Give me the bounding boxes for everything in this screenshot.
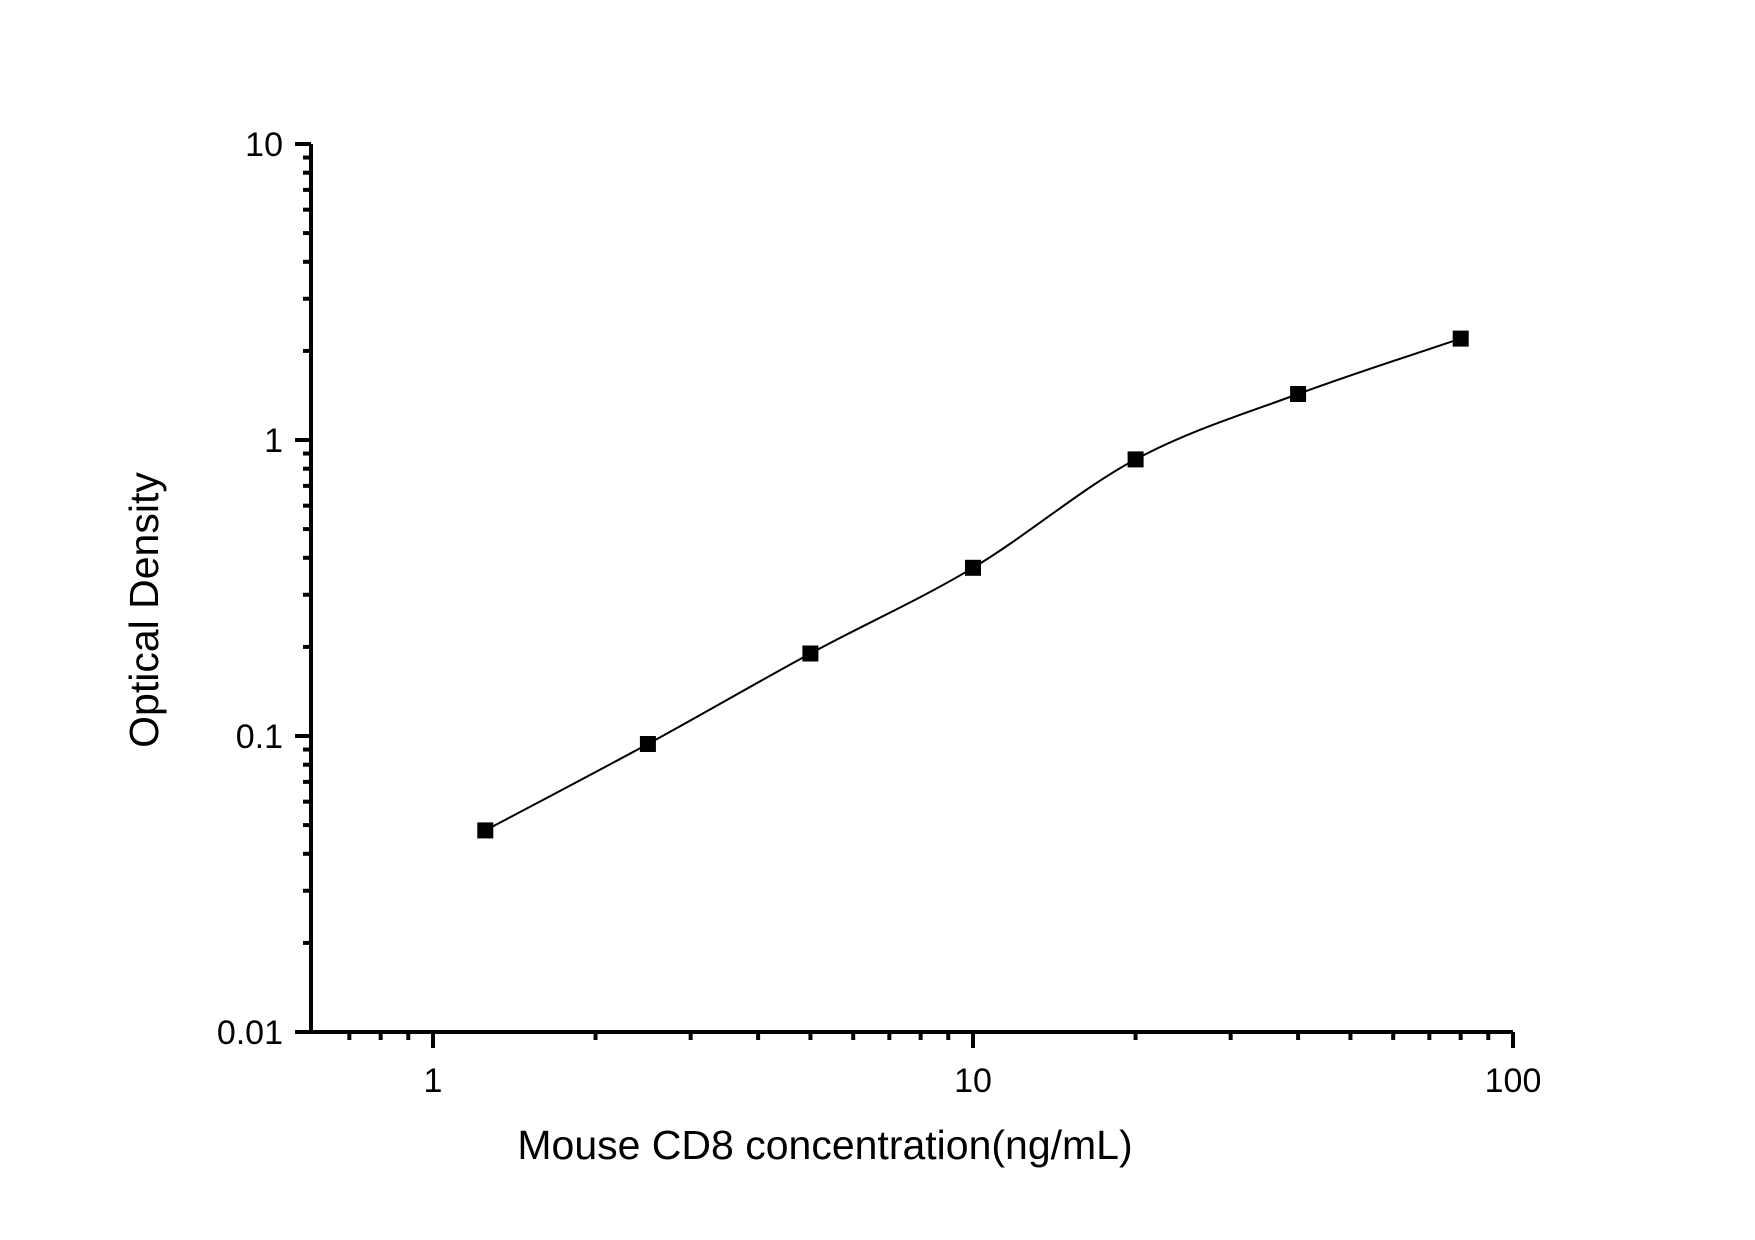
x-tick-label: 100 — [1485, 1062, 1542, 1100]
tick-marks — [295, 142, 1515, 1048]
fit-curve — [484, 337, 1462, 832]
y-tick-label: 1 — [264, 422, 283, 460]
tick-labels: 1 10 100 10 1 0.1 0.01 — [217, 126, 1542, 1100]
y-tick-label: 0.1 — [236, 718, 283, 756]
data-point-marker — [1290, 386, 1307, 402]
data-point-marker — [477, 822, 494, 839]
y-tick-label: 0.01 — [217, 1014, 283, 1052]
x-axis-title: Mouse CD8 concentration(ng/mL) — [517, 1122, 1132, 1168]
data-point-marker — [802, 645, 819, 662]
y-tick-label: 10 — [245, 126, 283, 164]
y-axis-title: Optical Density — [121, 472, 167, 748]
data-point-marker — [1127, 451, 1144, 468]
data-series — [477, 330, 1469, 839]
x-tick-label: 10 — [954, 1062, 992, 1100]
data-point-marker — [639, 736, 656, 752]
data-point-marker — [965, 559, 981, 576]
x-tick-label: 1 — [424, 1062, 443, 1100]
data-point-marker — [1452, 330, 1469, 347]
axes — [309, 144, 1513, 1034]
